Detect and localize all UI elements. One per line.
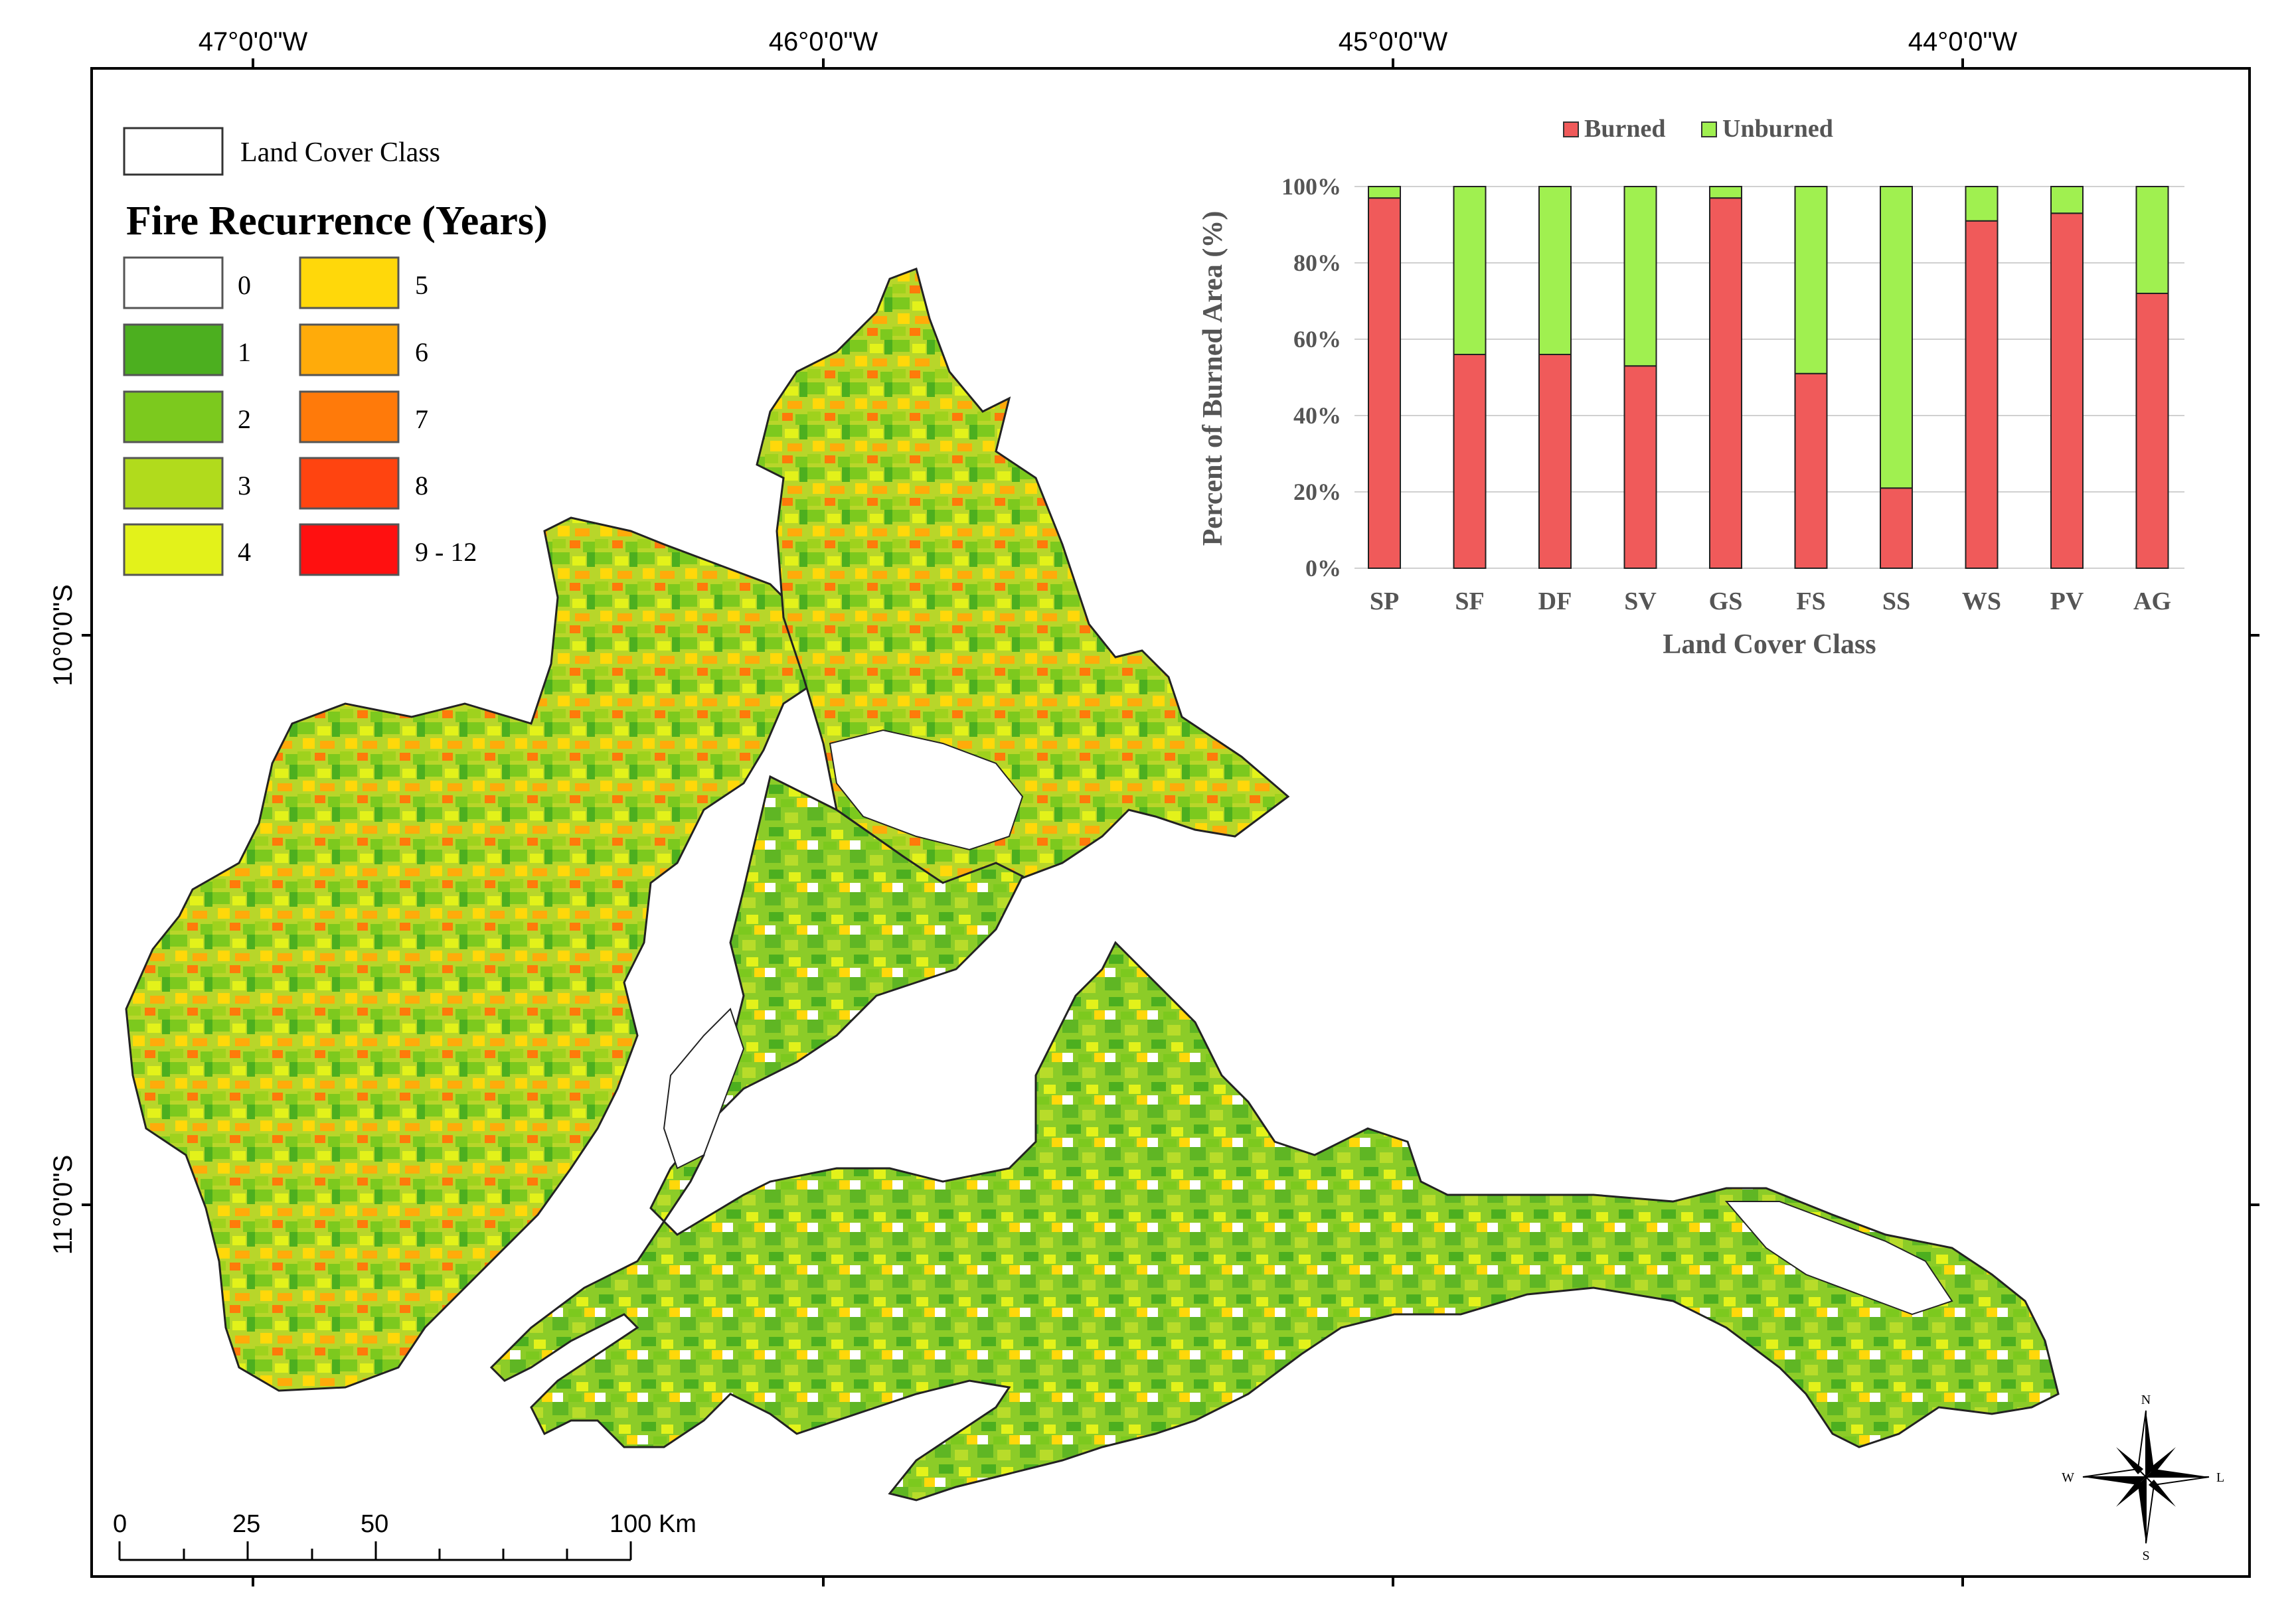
chart-bars: [1368, 186, 2169, 569]
legend-swatch-unburned: [1701, 121, 1717, 137]
lon-label-44w: 44°0'0"W: [1908, 27, 2018, 56]
bar-burned-df: [1538, 354, 1572, 569]
bar-burned-sp: [1368, 197, 1401, 569]
lon-label-46w: 46°0'0"W: [769, 27, 878, 56]
bar-burned-ws: [1965, 220, 1999, 569]
lat-label-10s: 10°0'0"S: [48, 584, 78, 686]
legend-classes: 0 1 2 3 4 5 6 7 8 9 - 12: [123, 256, 477, 576]
y-tick-80: 80%: [1293, 250, 1341, 276]
bar-unburned-pv: [2050, 186, 2084, 214]
bar-unburned-sv: [1623, 186, 1657, 367]
bar-unburned-gs: [1709, 186, 1742, 199]
swatch-class-3: [123, 457, 224, 510]
chart-y-ticks: 0% 20% 40% 60% 80% 100%: [1281, 173, 1341, 581]
x-tick-ss: SS: [1882, 587, 1910, 615]
bar-burned-sf: [1453, 354, 1487, 569]
x-tick-pv: PV: [2050, 587, 2084, 615]
label-class-4: 4: [238, 537, 251, 567]
label-class-6: 6: [415, 337, 428, 367]
bar-burned-gs: [1709, 197, 1742, 569]
land-cover-swatch: [123, 127, 224, 176]
land-cover-label: Land Cover Class: [240, 137, 440, 168]
lon-label-47w: 47°0'0"W: [199, 27, 308, 56]
y-tick-40: 40%: [1293, 402, 1341, 429]
bar-unburned-sp: [1368, 186, 1401, 199]
study-area: [125, 268, 2060, 1502]
swatch-class-4: [123, 523, 224, 576]
chart-legend: Burned Unburned: [1563, 115, 1833, 143]
swatch-class-1: [123, 323, 224, 376]
x-tick-ag: AG: [2133, 587, 2171, 615]
label-class-3: 3: [238, 471, 251, 501]
label-class-2: 2: [238, 404, 251, 434]
swatch-class-6: [299, 323, 400, 376]
coordinate-ticks: [82, 58, 2259, 1586]
north-arrow-icon: N S W L: [2062, 1393, 2224, 1563]
swatch-class-9: [299, 523, 400, 576]
left-coordinate-labels: 10°0'0"S 11°0'0"S: [48, 584, 78, 1255]
region-unburned-patch-east: [1724, 1201, 1953, 1316]
legend-label-burned: Burned: [1584, 115, 1665, 143]
x-tick-sv: SV: [1624, 587, 1657, 615]
compass-n: N: [2141, 1393, 2151, 1407]
scale-bar: 0 25 50 100 Km: [113, 1510, 697, 1561]
scale-tick-0: 0: [113, 1510, 127, 1538]
region-center-body: [489, 775, 2060, 1502]
region-west-block: [125, 516, 852, 1392]
bar-burned-ss: [1880, 487, 1913, 569]
scale-tick-50: 50: [361, 1510, 388, 1538]
bar-burned-sv: [1623, 365, 1657, 569]
swatch-class-0: [123, 256, 224, 309]
compass-e: L: [2216, 1470, 2224, 1485]
inset-chart: Burned Unburned 0% 20% 40% 60% 80% 100% …: [1198, 115, 2184, 660]
legend-label-unburned: Unburned: [1722, 115, 1833, 143]
y-tick-100: 100%: [1281, 173, 1341, 200]
legend-swatch-burned: [1563, 121, 1579, 137]
bar-unburned-ws: [1965, 186, 1999, 222]
x-tick-ws: WS: [1962, 587, 2001, 615]
scale-tick-100km: 100 Km: [610, 1510, 697, 1538]
x-tick-gs: GS: [1709, 587, 1743, 615]
legend-title: Fire Recurrence (Years): [126, 198, 548, 244]
region-unburned-patch-north: [829, 729, 1024, 851]
swatch-class-7: [299, 390, 400, 443]
chart-x-ticks: SP SF DF SV GS FS SS WS PV AG: [1370, 587, 2171, 615]
compass-w: W: [2062, 1470, 2074, 1485]
label-class-7: 7: [415, 404, 428, 434]
x-tick-sf: SF: [1455, 587, 1484, 615]
y-tick-20: 20%: [1293, 479, 1341, 505]
label-class-5: 5: [415, 270, 428, 300]
bar-unburned-df: [1538, 186, 1572, 355]
x-tick-fs: FS: [1796, 587, 1825, 615]
label-class-8: 8: [415, 471, 428, 501]
legend: Land Cover Class Fire Recurrence (Years)…: [123, 127, 548, 576]
compass-s: S: [2142, 1549, 2149, 1563]
bar-unburned-sf: [1453, 186, 1487, 355]
chart-x-axis-label: Land Cover Class: [1663, 629, 1876, 660]
top-coordinate-labels: 47°0'0"W 46°0'0"W 45°0'0"W 44°0'0"W: [199, 27, 2018, 56]
bar-burned-ag: [2135, 293, 2169, 569]
swatch-class-8: [299, 457, 400, 510]
x-tick-sp: SP: [1370, 587, 1399, 615]
bar-unburned-fs: [1794, 186, 1828, 374]
swatch-class-5: [299, 256, 400, 309]
y-tick-60: 60%: [1293, 326, 1341, 352]
label-class-9: 9 - 12: [415, 537, 477, 567]
chart-y-axis-label: Percent of Burned Area (%): [1198, 211, 1228, 546]
label-class-1: 1: [238, 337, 251, 367]
bar-unburned-ag: [2135, 186, 2169, 294]
scale-tick-25: 25: [232, 1510, 260, 1538]
x-tick-df: DF: [1538, 587, 1572, 615]
y-tick-0: 0%: [1305, 555, 1341, 581]
lon-label-45w: 45°0'0"W: [1339, 27, 1448, 56]
bar-unburned-ss: [1880, 186, 1913, 489]
region-unburned-patch-west: [663, 1008, 745, 1170]
label-class-0: 0: [238, 270, 251, 300]
lat-label-11s: 11°0'0"S: [48, 1155, 78, 1255]
bar-burned-pv: [2050, 212, 2084, 569]
bar-burned-fs: [1794, 372, 1828, 569]
swatch-class-2: [123, 390, 224, 443]
chart-gridlines: [1354, 186, 2184, 569]
